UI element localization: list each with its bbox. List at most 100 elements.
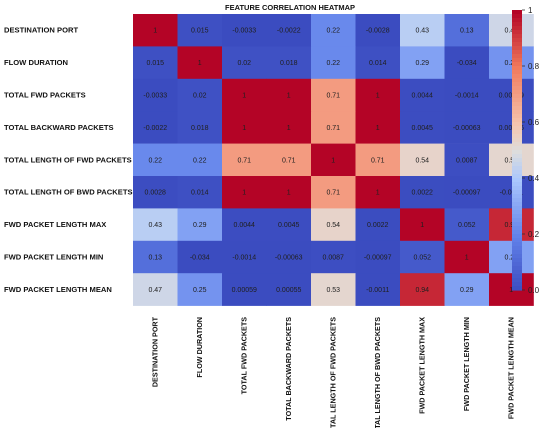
heatmap-cell (177, 14, 223, 47)
cell-value-label: 1 (242, 125, 246, 132)
colorbar-segment (512, 266, 522, 271)
colorbar-segment (512, 86, 522, 91)
heatmap-cell (489, 46, 534, 80)
colorbar-segment (512, 146, 522, 151)
cell-value-label: 0.0044 (412, 93, 434, 100)
row-labels: DESTINATION PORT FLOW DURATION TOTAL FWD P… (4, 26, 133, 294)
cell-value-label: 0.0022 (367, 222, 389, 229)
colorbar-segment (512, 158, 522, 163)
colorbar: 0.0 0.2 0.4 0.6 0.8 1 (512, 6, 540, 295)
heatmap-cell (355, 78, 401, 112)
cell-value-label: 1 (242, 190, 246, 197)
colorbar-segment (512, 78, 522, 83)
heatmap-cell (222, 273, 267, 306)
heatmap-cell (400, 111, 445, 144)
colorbar-segment (512, 230, 522, 235)
cell-value-label: 0.71 (326, 93, 340, 100)
colorbar-segment (512, 58, 522, 63)
heatmap-cell (177, 143, 223, 177)
colorbar-segment (512, 106, 522, 111)
colorbar-segment (512, 38, 522, 43)
cell-value-label: 0.54 (326, 222, 340, 229)
column-label: FWD PACKET LENGTH MEAN (506, 317, 515, 419)
cell-value-label: 0.47 (148, 287, 162, 294)
cell-value-label: 1 (287, 125, 291, 132)
heatmap-cell (266, 240, 312, 274)
cell-value-label: 0.018 (280, 60, 298, 67)
colorbar-segment (512, 238, 522, 243)
colorbar-segment (512, 138, 522, 143)
heatmap-cell (444, 208, 490, 242)
heatmap-cell (133, 273, 178, 306)
heatmap-cell (444, 176, 490, 209)
heatmap-cell (311, 78, 356, 112)
heatmap-cell (400, 240, 445, 274)
colorbar-segment (512, 186, 522, 191)
heatmap-cell (177, 208, 223, 242)
cell-value-label: 0.0087 (456, 157, 478, 164)
heatmap-cell (266, 14, 312, 47)
cell-value-label: 0.29 (193, 222, 207, 229)
cell-value-label: 0.00055 (276, 287, 301, 294)
colorbar-segment (512, 70, 522, 75)
cell-value-label: 0.02 (193, 93, 207, 100)
heatmap-cell (444, 111, 490, 144)
colorbar-segment (512, 74, 522, 79)
cell-value-label: -0.0011 (500, 190, 523, 197)
row-label: DESTINATION PORT (4, 26, 78, 35)
colorbar-tick-label: 0.8 (528, 62, 540, 71)
cell-value-label: 1 (509, 287, 513, 294)
cell-value-label: -0.0022 (143, 125, 167, 132)
heatmap-cell (489, 240, 534, 274)
colorbar-segment (512, 286, 522, 291)
heatmap-cell (444, 143, 490, 177)
heatmap-cell (133, 46, 178, 80)
colorbar-segment (512, 18, 522, 23)
colorbar-segment (512, 270, 522, 275)
cell-value-label: 0.052 (413, 255, 431, 262)
heatmap-cell (444, 273, 490, 306)
heatmap-cell (266, 208, 312, 242)
cell-value-label: 0.00059 (232, 287, 257, 294)
heatmap-cell (222, 111, 267, 144)
colorbar-segment (512, 114, 522, 119)
colorbar-segment (512, 198, 522, 203)
colorbar-segment (512, 246, 522, 251)
colorbar-segment (512, 110, 522, 115)
heatmap-cell (222, 208, 267, 242)
cell-value-label: 0.052 (458, 222, 476, 229)
cell-value-label: 0.71 (326, 190, 340, 197)
heatmap-cell (400, 273, 445, 306)
colorbar-segment (512, 46, 522, 51)
heatmap-cell (355, 176, 401, 209)
colorbar-segment (512, 170, 522, 175)
heatmap-cell (133, 176, 178, 209)
cell-value-label: 0.22 (326, 60, 340, 67)
cell-value-label: 0.54 (415, 157, 429, 164)
cell-value-label: 0.0045 (412, 125, 434, 132)
cell-value-label: -0.00063 (275, 255, 303, 262)
heatmap-cell (266, 46, 312, 80)
heatmap-cell (444, 46, 490, 80)
heatmap-cell (266, 111, 312, 144)
cell-value-label: -0.0033 (143, 93, 167, 100)
heatmap-cell (355, 273, 401, 306)
cell-value-label: 0.43 (415, 28, 429, 35)
cell-value-label: -0.0014 (455, 93, 479, 100)
heatmap-cell (311, 46, 356, 80)
colorbar-segment (512, 166, 522, 171)
colorbar-segment (512, 202, 522, 207)
cell-value-label: 1 (287, 190, 291, 197)
heatmap-cell (266, 176, 312, 209)
heatmap-cell (355, 46, 401, 80)
cell-value-label: 1 (376, 190, 380, 197)
heatmap-cell (355, 208, 401, 242)
colorbar-segment (512, 206, 522, 211)
heatmap-cell (489, 143, 534, 177)
colorbar-segment (512, 14, 522, 19)
colorbar-segment (512, 214, 522, 219)
column-label: TOTAL BACKWARD PACKETS (284, 317, 293, 421)
cell-value-label: -0.00097 (453, 190, 481, 197)
colorbar-segment (512, 98, 522, 103)
heatmap-cell (400, 78, 445, 112)
